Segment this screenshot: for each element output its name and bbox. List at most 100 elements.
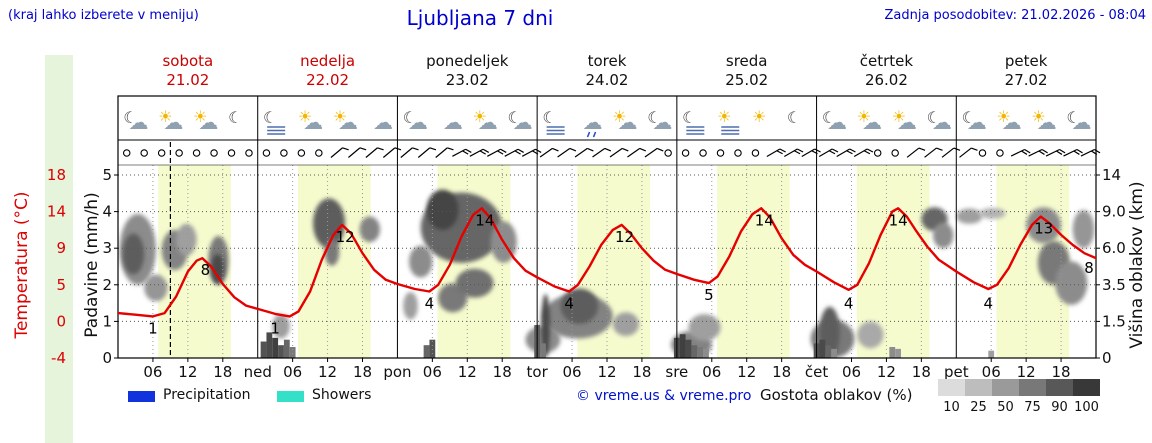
wind-barb-icon <box>959 147 978 158</box>
cloud-icon: ☁ <box>513 110 533 134</box>
wind-calm-icon <box>873 149 882 157</box>
day-abbr-label: čet <box>805 363 828 381</box>
sun-icon: ☀ <box>333 107 347 126</box>
sun-icon: ☀ <box>612 107 626 126</box>
wind-calm-icon <box>699 149 707 157</box>
wind-barb-icon <box>1010 148 1031 157</box>
day-date-label: 24.02 <box>586 71 629 89</box>
day-name-label: torek <box>588 52 627 70</box>
hour-tick-label: 18 <box>353 363 372 381</box>
temp-tick-label: 5 <box>56 276 66 294</box>
cloud-height-tick-label: 3.5 <box>1102 276 1126 294</box>
hour-tick-label: 12 <box>178 363 197 381</box>
wind-barb-icon <box>924 147 943 158</box>
precipitation-legend-swatch <box>128 391 155 402</box>
temp-min-label: 1 <box>148 319 158 337</box>
day-abbr-label: pet <box>944 363 969 381</box>
temp-min-label: 4 <box>984 294 994 312</box>
moon-icon: ☾ <box>647 108 661 127</box>
wind-calm-icon <box>280 149 288 157</box>
wind-barb-icon <box>348 147 367 158</box>
hour-tick-label: 06 <box>143 363 162 381</box>
weather-icon-cloud-moon: ☾☁ <box>822 108 847 134</box>
sun-icon: ☀ <box>857 107 871 126</box>
cloud-icon: ☁ <box>128 110 148 134</box>
wind-barb-icon <box>435 147 454 158</box>
wind-barb-icon <box>521 148 542 157</box>
hour-tick-label: 12 <box>458 363 477 381</box>
moon-icon: ☾ <box>263 108 277 127</box>
cloud-icon: ☁ <box>617 110 637 134</box>
sun-icon: ☀ <box>997 107 1011 126</box>
wind-barb-icon <box>365 147 384 158</box>
wind-barb-icon <box>469 148 490 157</box>
weather-icon-fog-moon: ☾ <box>263 108 286 135</box>
wind-barb-icon <box>644 147 664 158</box>
temp-tick-label: 0 <box>56 312 66 330</box>
sun-icon: ☀ <box>298 107 312 126</box>
temperature-curve <box>118 207 1096 318</box>
cloud-height-tick-label: 1.5 <box>1102 312 1126 330</box>
precip-tick-label: 0 <box>102 349 112 367</box>
wind-calm-icon <box>192 149 201 157</box>
cloud-icon: ☁ <box>897 110 917 134</box>
weather-icon-sun-cloud: ☀☁ <box>1031 107 1056 134</box>
wind-barb-icon <box>1028 148 1048 157</box>
temp-tick-label: 18 <box>47 166 66 184</box>
weather-icon-cloud: ☁ <box>443 110 463 134</box>
cloud-density-swatch <box>1019 379 1046 396</box>
wind-calm-icon <box>175 149 183 157</box>
cloud-icon: ☁ <box>198 110 218 134</box>
wind-barb-icon <box>452 148 472 157</box>
sun-icon: ☀ <box>717 107 731 126</box>
weather-icon-sun-cloud: ☀☁ <box>298 107 323 134</box>
wind-calm-icon <box>978 149 987 157</box>
wind-row <box>122 147 1101 158</box>
hour-tick-label: 18 <box>1052 363 1071 381</box>
moon-icon: ☾ <box>787 108 801 127</box>
daylight-band <box>717 165 790 358</box>
menu-hint[interactable]: (kraj lahko izberete v meniju) <box>8 8 199 23</box>
wind-calm-icon <box>664 149 672 157</box>
wind-calm-icon <box>227 149 236 157</box>
wind-calm-icon <box>210 149 218 157</box>
temp-tick-label: 9 <box>56 239 66 257</box>
cloud-height-tick-label: 9.0 <box>1102 203 1126 221</box>
sun-icon: ☀ <box>892 107 906 126</box>
wind-calm-icon <box>297 149 306 157</box>
credit-link[interactable]: © vreme.us & vreme.pro <box>576 388 752 404</box>
day-name-label: sreda <box>726 52 768 70</box>
temp-max-label: 14 <box>889 211 908 229</box>
moon-icon: ☾ <box>123 108 137 127</box>
temp-max-label: 8 <box>201 261 211 279</box>
cloud-density-step-label: 90 <box>1051 400 1068 415</box>
wind-calm-icon <box>245 149 253 157</box>
cloud-density-step-label: 100 <box>1074 400 1099 415</box>
weather-icon-cloud-moon: ☾☁ <box>927 108 952 134</box>
wind-barb-icon <box>801 148 821 158</box>
wind-barb-icon <box>941 147 961 158</box>
day-date-label: 27.02 <box>1005 71 1048 89</box>
cloud-height-tick-label: 6.0 <box>1102 239 1126 257</box>
hour-tick-label: 18 <box>493 363 512 381</box>
weather-icon-sun-cloud: ☀☁ <box>997 107 1022 134</box>
weather-icon-sun-cloud: ☀☁ <box>158 107 183 134</box>
cloud-icon: ☁ <box>827 110 847 134</box>
hour-tick-label: 06 <box>842 363 861 381</box>
cloud-density-swatch <box>1046 379 1073 396</box>
cloud-density-legend-label: Gostota oblakov (%) <box>760 386 913 404</box>
sun-icon: ☀ <box>1031 107 1045 126</box>
wind-barb-icon <box>784 148 804 158</box>
wind-barb-icon <box>1063 148 1083 157</box>
hour-tick-label: 12 <box>597 363 616 381</box>
hour-tick-label: 12 <box>318 363 337 381</box>
weather-icon-sun-cloud: ☀☁ <box>333 107 358 134</box>
showers-legend-label: Showers <box>312 387 372 403</box>
wind-calm-icon <box>140 149 148 157</box>
cloud-icon: ☁ <box>443 110 463 134</box>
weather-icon-fog-moon: ☾ <box>682 108 705 135</box>
wind-barb-icon <box>504 148 524 157</box>
weather-icon-sun-cloud: ☀☁ <box>612 107 637 134</box>
wind-barb-icon <box>853 148 874 158</box>
